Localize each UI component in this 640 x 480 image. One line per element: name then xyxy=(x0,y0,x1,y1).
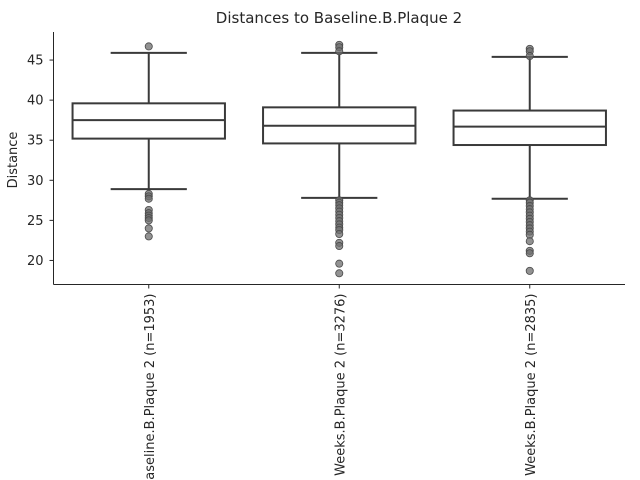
outlier-point xyxy=(525,52,534,61)
y-axis-label: Distance xyxy=(6,132,21,189)
y-tick-label: 20 xyxy=(27,254,44,269)
y-tick-label: 25 xyxy=(27,214,44,229)
outlier-point xyxy=(144,42,153,51)
x-tick-label: Weeks.B.Plaque 2 (n=2835) xyxy=(524,294,539,476)
outlier-point xyxy=(335,242,344,251)
chart-title: Distances to Baseline.B.Plaque 2 xyxy=(216,9,462,27)
y-tick-label: 40 xyxy=(27,94,44,109)
y-tick-label: 35 xyxy=(27,134,44,149)
outlier-point xyxy=(144,232,153,241)
outlier-point xyxy=(335,259,344,268)
box-group xyxy=(452,44,607,275)
outlier-point xyxy=(335,47,344,56)
outlier-point xyxy=(335,269,344,278)
boxes-group xyxy=(71,40,607,278)
iqr-box xyxy=(452,109,607,147)
y-tick-label: 45 xyxy=(27,54,44,69)
outlier-point xyxy=(525,249,534,258)
outlier-point xyxy=(525,237,534,246)
box-group xyxy=(262,40,417,278)
y-tick-label: 30 xyxy=(27,174,44,189)
outlier-point xyxy=(144,194,153,203)
outlier-point xyxy=(144,224,153,233)
x-axis-labels: Baseline.B.Plaque 2 (n=1953) Weeks.B.Plaq… xyxy=(143,284,539,480)
outlier-point xyxy=(525,266,534,275)
x-tick-label: Baseline.B.Plaque 2 (n=1953) xyxy=(143,294,158,480)
y-axis-ticks: 20 25 30 35 40 45 xyxy=(27,54,54,269)
x-tick-label: Weeks.B.Plaque 2 (n=3276) xyxy=(333,294,348,476)
box-group xyxy=(71,42,226,241)
outlier-point xyxy=(335,229,344,238)
outlier-point xyxy=(144,216,153,225)
